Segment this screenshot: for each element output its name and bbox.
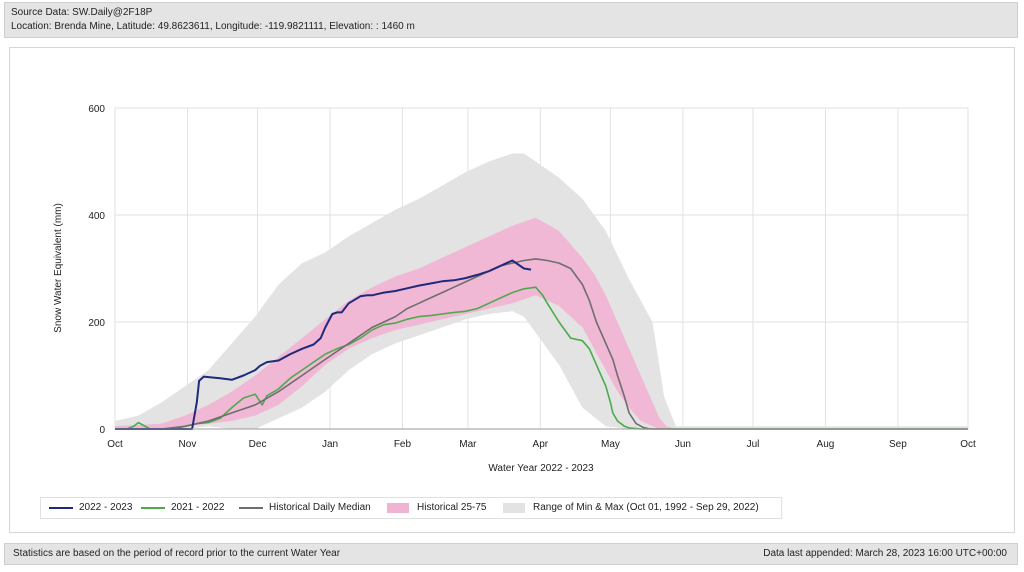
x-tick-label: Sep [889, 439, 907, 450]
x-tick-label: Feb [394, 439, 412, 450]
x-tick-label: Jan [322, 439, 338, 450]
legend-label: Historical 25-75 [417, 502, 487, 513]
legend-band-swatch [503, 503, 525, 513]
series-line-2022-2023 [115, 259, 532, 430]
legend-label: 2021 - 2022 [171, 502, 225, 513]
last-appended-text: Data last appended: March 28, 2023 16:00… [763, 548, 1007, 559]
x-tick-label: Jun [675, 439, 691, 450]
legend-line-swatch [141, 507, 165, 509]
x-tick-label: Nov [179, 439, 197, 450]
footer-statistics-note: Statistics are based on the period of re… [13, 548, 341, 559]
legend-line-swatch [49, 507, 73, 509]
x-tick-label: Jul [747, 439, 760, 450]
y-tick-label: 400 [88, 211, 105, 222]
legend-label: Range of Min & Max (Oct 01, 1992 - Sep 2… [533, 502, 759, 513]
legend-label: 2022 - 2023 [79, 502, 133, 513]
x-tick-label: Oct [960, 439, 976, 450]
y-tick-label: 200 [88, 318, 105, 329]
series-layer [115, 258, 968, 430]
x-tick-label: Oct [107, 439, 123, 450]
y-axis-label: Snow Water Equivalent (mm) [53, 203, 64, 333]
y-tick-label: 600 [88, 104, 105, 115]
footer-bar: Statistics are based on the period of re… [4, 543, 1018, 565]
x-tick-label: Aug [817, 439, 835, 450]
legend-line-swatch [239, 507, 263, 509]
y-tick-label: 0 [99, 425, 105, 436]
location-text: Location: Brenda Mine, Latitude: 49.8623… [11, 21, 415, 32]
source-data-text: Source Data: SW.Daily@2F18P [11, 7, 153, 18]
legend-band-swatch [387, 503, 409, 513]
legend-label: Historical Daily Median [269, 502, 371, 513]
x-axis-label: Water Year 2022 - 2023 [488, 463, 594, 474]
x-tick-label: May [601, 439, 620, 450]
chart-legend: 2022 - 2023 2021 - 2022 Historical Daily M… [40, 497, 782, 519]
x-tick-label: Dec [249, 439, 267, 450]
series-line-2021-2022 [115, 286, 968, 430]
x-tick-label: Mar [459, 439, 477, 450]
x-tick-label: Apr [533, 439, 549, 450]
source-header: Source Data: SW.Daily@2F18P Location: Br… [4, 2, 1018, 38]
axes-layer: Oct Nov Dec Jan Feb Mar Apr May Jun Jul Aug Sep Oct0… [88, 104, 976, 450]
